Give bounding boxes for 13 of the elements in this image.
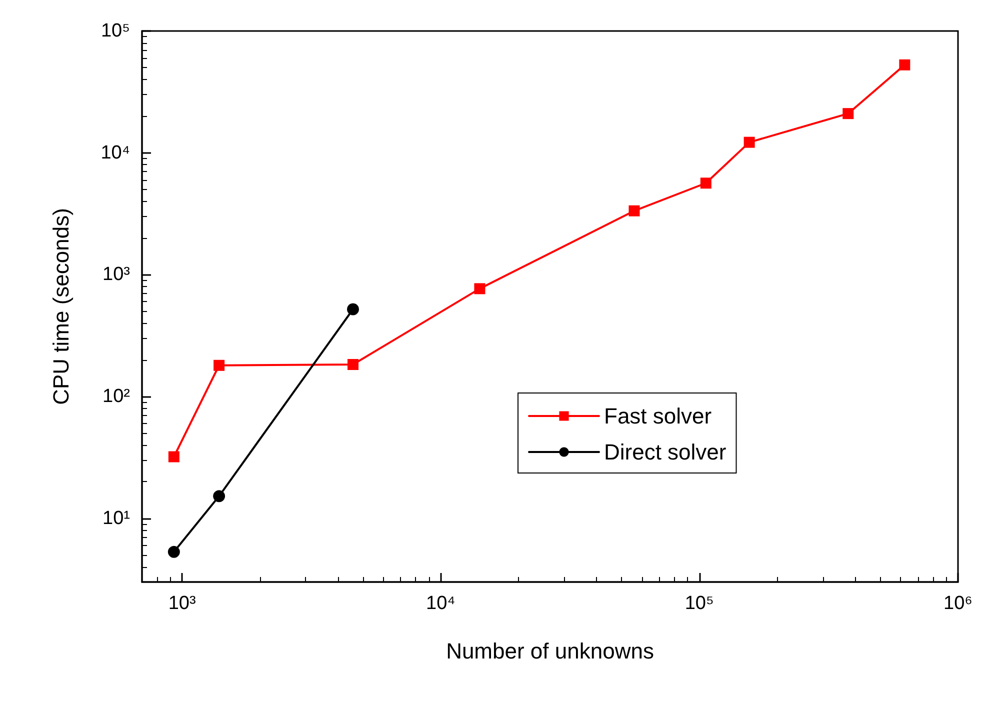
x-tick-label: 10³ bbox=[168, 593, 196, 614]
y-tick-label: 10⁵ bbox=[100, 20, 130, 42]
y-tick-label: 10¹ bbox=[102, 508, 130, 529]
y-tick-label: 10⁴ bbox=[100, 142, 130, 164]
x-tick-label: 10⁶ bbox=[944, 593, 972, 614]
y-tick-label: 10³ bbox=[102, 264, 130, 286]
x-tick-label: 10⁵ bbox=[684, 593, 714, 614]
legend-label: Direct solver bbox=[604, 440, 726, 464]
x-tick-label: 10⁴ bbox=[426, 593, 456, 614]
y-tick-label: 10² bbox=[102, 386, 130, 407]
legend-label: Fast solver bbox=[604, 404, 712, 428]
x-axis-title: Number of unknowns bbox=[446, 638, 654, 664]
y-axis-title: CPU time (seconds) bbox=[48, 208, 74, 405]
